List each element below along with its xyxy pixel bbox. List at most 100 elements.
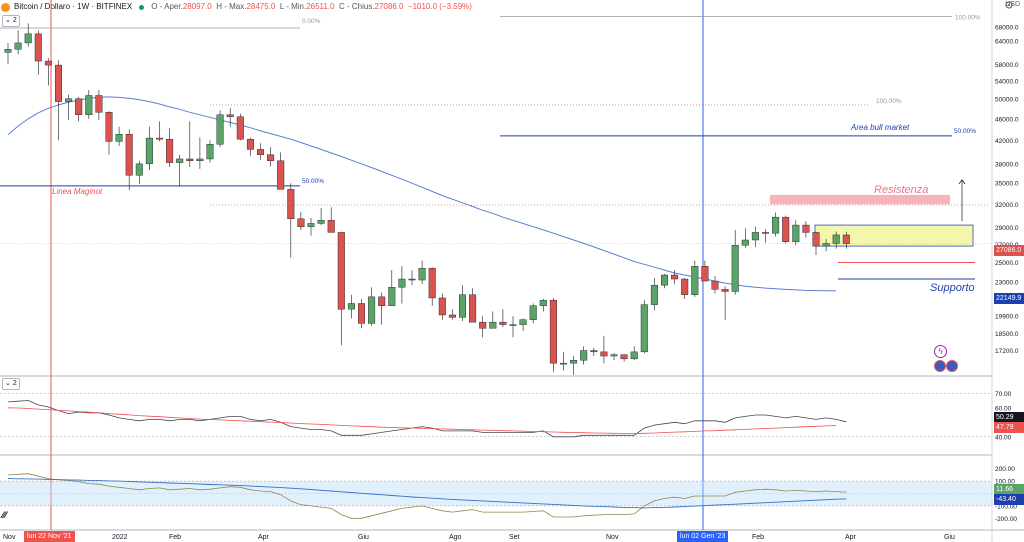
candle — [782, 215, 790, 244]
bitcoin-logo-icon — [1, 2, 10, 12]
candle-body — [428, 267, 436, 299]
candle — [600, 335, 608, 364]
chevron-down-icon: ⌄ — [5, 17, 11, 24]
candle-body — [125, 133, 133, 176]
price-tick-label: 25000.0 — [995, 260, 1019, 267]
candle — [145, 126, 153, 171]
bull-area-label: Area bull market — [850, 123, 910, 132]
candle — [590, 347, 598, 357]
candle-body — [408, 278, 416, 281]
candle — [741, 228, 749, 248]
candle-body — [55, 64, 63, 102]
candle — [792, 220, 800, 246]
osc-tick-label: -100.00 — [995, 503, 1017, 510]
breakout-arrow-head — [958, 179, 966, 185]
candle — [408, 270, 416, 286]
candle-body — [640, 304, 648, 353]
price-tick-label: 46000.0 — [995, 116, 1019, 123]
time-tick-label: Apr — [845, 534, 857, 541]
candle-body — [317, 220, 325, 224]
candle-body — [327, 220, 335, 233]
us-flag-event-icon[interactable] — [934, 360, 946, 372]
candle-body — [14, 42, 22, 50]
chevron-down-icon: ⌄ — [5, 380, 11, 387]
candle-body — [388, 287, 396, 306]
candle-body — [347, 303, 355, 310]
candle — [24, 23, 32, 47]
price-tick-label: 38000.0 — [995, 161, 1019, 168]
rsi-pane-collapse-button[interactable]: ⌄ 2 — [2, 378, 20, 390]
candle — [549, 297, 557, 372]
rsi-value-tag: 50.29 — [994, 412, 1024, 423]
fib-label-50-left: 50.00% — [302, 178, 324, 185]
osc-value-a-tag: 11.66 — [994, 484, 1024, 495]
time-tick-label: Feb — [752, 534, 764, 541]
osc-signal-line — [7, 478, 847, 509]
time-tick-label: Feb — [169, 534, 181, 541]
candle-body — [762, 232, 770, 234]
candle-body — [721, 289, 729, 292]
candle-body — [499, 321, 507, 325]
candle — [206, 140, 214, 163]
time-tick-label: Nov — [606, 534, 619, 541]
candle-body — [610, 354, 618, 357]
candle-body — [802, 224, 810, 233]
lightning-event-icon[interactable]: ϟ — [934, 345, 947, 358]
candle — [560, 351, 568, 371]
candle — [186, 121, 194, 167]
candle-body — [812, 232, 820, 247]
candle-body — [711, 280, 719, 290]
candle — [620, 354, 628, 362]
candle-body — [650, 284, 658, 305]
cursor-date-left: lun 22 Nov '21 — [24, 531, 75, 542]
candle — [105, 111, 113, 155]
symbol-title[interactable]: Bitcoin / Dollaro · 1W · BITFINEX — [14, 2, 133, 11]
candle — [388, 270, 396, 306]
time-tick-label: Ago — [449, 534, 462, 541]
rsi-ma-value-tag: 47.79 — [994, 422, 1024, 433]
osc-tick-label: 100.00 — [995, 479, 1015, 486]
candle-body — [570, 360, 578, 364]
candle — [267, 147, 275, 167]
time-tick-label: Nov — [3, 534, 16, 541]
us-flag-event-icon[interactable] — [946, 360, 958, 372]
candle — [378, 292, 386, 325]
candle — [135, 160, 143, 184]
candle — [55, 60, 63, 141]
candle — [580, 346, 588, 365]
osc-tick-label: -200.00 — [995, 516, 1017, 523]
candle — [822, 239, 830, 252]
candle-body — [620, 354, 628, 360]
ohlc-values: O - Aper.28097.0 H - Max.28475.0 L - Min… — [151, 2, 472, 11]
candle — [358, 299, 366, 329]
candle — [448, 309, 456, 320]
price-tick-label: 50000.0 — [995, 97, 1019, 104]
main-pane-collapse-button[interactable]: ⌄ 2 — [2, 15, 20, 27]
candle — [772, 212, 780, 237]
candle — [529, 303, 537, 324]
candle — [287, 183, 295, 258]
candle-body — [489, 321, 497, 329]
currency-label: USD — [1005, 1, 1020, 8]
support-label: Supporto — [930, 282, 975, 294]
price-tick-label: 29000.0 — [995, 225, 1019, 232]
candle — [832, 231, 840, 249]
candle-body — [34, 33, 42, 62]
candle — [681, 278, 689, 300]
rsi-tick-label: 60.00 — [995, 405, 1012, 412]
candle — [155, 121, 163, 142]
candle-body — [267, 154, 275, 161]
candle-body — [287, 189, 295, 219]
candle — [226, 107, 234, 127]
price-tick-label: 17200.0 — [995, 348, 1019, 355]
rsi-line — [7, 400, 847, 438]
current-price-tag: 27086.0 — [994, 245, 1024, 256]
candle-body — [216, 114, 224, 145]
price-tick-label: 23000.0 — [995, 280, 1019, 287]
candle — [509, 316, 517, 338]
settings-gear-icon[interactable] — [1004, 0, 1014, 10]
candle-body — [701, 266, 709, 282]
candle-body — [368, 296, 376, 324]
